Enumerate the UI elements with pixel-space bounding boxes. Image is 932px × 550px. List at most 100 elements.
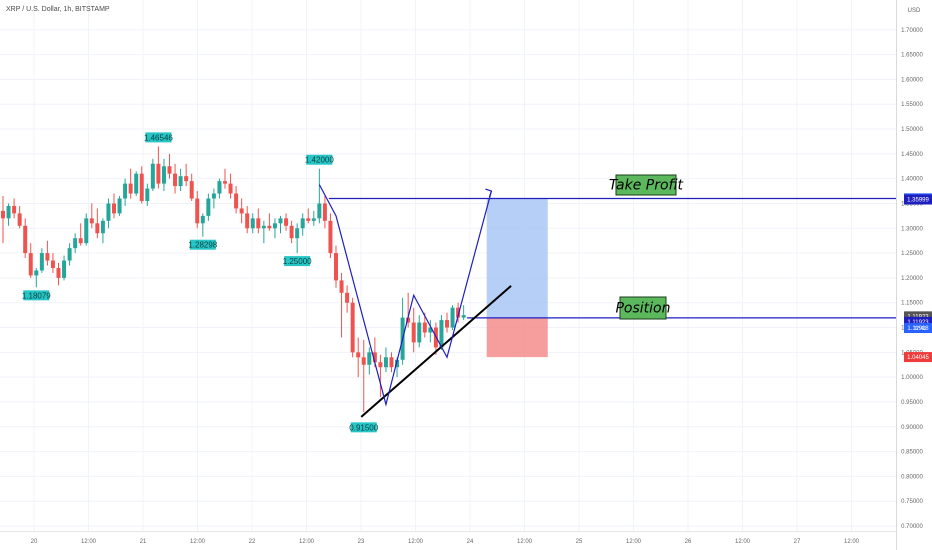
candle-body bbox=[361, 357, 366, 365]
candle-body bbox=[317, 203, 322, 219]
candle-body bbox=[89, 218, 94, 224]
drawing-tools[interactable] bbox=[318, 184, 512, 418]
price-axis-badge bbox=[904, 194, 932, 205]
candle-body bbox=[228, 183, 233, 194]
candle-body bbox=[389, 357, 394, 368]
candle-body bbox=[156, 163, 161, 184]
zigzag-arrowhead bbox=[485, 188, 493, 198]
candle-body bbox=[73, 238, 78, 249]
price-label-box bbox=[306, 154, 333, 165]
candle-body bbox=[211, 193, 216, 199]
stop-zone[interactable] bbox=[486, 317, 548, 358]
candle-body bbox=[417, 322, 422, 343]
candle-body bbox=[106, 203, 111, 221]
candle-body bbox=[45, 253, 50, 261]
candle-body bbox=[456, 307, 461, 318]
horizontal-lines[interactable] bbox=[328, 197, 896, 319]
x-tick-label: 12:00 bbox=[81, 539, 97, 545]
candle-body bbox=[378, 362, 383, 368]
x-tick-label: 23 bbox=[358, 539, 365, 545]
candle-body bbox=[123, 183, 128, 199]
candle-body bbox=[278, 218, 283, 224]
candle-body bbox=[272, 223, 277, 229]
price-label-box bbox=[145, 132, 172, 143]
candle-body bbox=[345, 292, 350, 303]
price-axis-badge-label: 1.35999 bbox=[907, 197, 929, 203]
y-tick-label: 1.70000 bbox=[901, 28, 923, 34]
candle-body bbox=[95, 223, 100, 234]
price-label: 0.91500 bbox=[349, 423, 378, 432]
candle-body bbox=[223, 181, 227, 184]
candle-body bbox=[195, 198, 200, 224]
y-tick-label: 1.00000 bbox=[901, 375, 923, 381]
price-label-box bbox=[350, 422, 377, 433]
y-tick-label: 1.45000 bbox=[901, 152, 923, 158]
candle-body bbox=[367, 352, 372, 365]
chart-title: XRP / U.S. Dollar, 1h, BITSTAMP bbox=[6, 6, 110, 13]
position-callout[interactable]: Position bbox=[615, 296, 671, 320]
price-axis-badge bbox=[904, 311, 932, 322]
candle-body bbox=[17, 213, 22, 226]
y-tick-label: 1.25000 bbox=[901, 251, 923, 257]
y-tick-label: 1.65000 bbox=[901, 53, 923, 59]
candle-body bbox=[200, 215, 205, 224]
candle-body bbox=[328, 220, 333, 254]
callout-labels[interactable]: Take Profit Position bbox=[609, 174, 684, 320]
candle-body bbox=[206, 198, 211, 216]
candle-body bbox=[239, 208, 244, 214]
candle-body bbox=[406, 317, 411, 323]
grid-lines bbox=[0, 0, 896, 531]
candle-body bbox=[145, 188, 150, 201]
candle-body bbox=[50, 260, 55, 268]
candle-body bbox=[445, 320, 449, 328]
candle-body bbox=[450, 307, 455, 328]
position-tool[interactable] bbox=[486, 198, 548, 358]
position-label: Position bbox=[615, 301, 670, 317]
candle-body bbox=[189, 181, 194, 199]
trendline[interactable] bbox=[360, 285, 512, 418]
candle-body bbox=[62, 260, 67, 278]
y-tick-label: 0.95000 bbox=[901, 400, 923, 406]
x-tick-label: 12:00 bbox=[190, 539, 206, 545]
price-axis-badges: 1.360281.359991.119231.119231.119181.040… bbox=[904, 193, 932, 363]
candle-body bbox=[350, 302, 355, 353]
currency-label: USD bbox=[908, 8, 921, 14]
candle-body bbox=[322, 203, 327, 221]
candle-body bbox=[28, 253, 33, 276]
y-tick-label: 0.70000 bbox=[901, 524, 923, 530]
y-tick-label: 0.85000 bbox=[901, 450, 923, 456]
candle-body bbox=[167, 166, 172, 174]
candle-body bbox=[261, 225, 266, 229]
x-tick-label: 12:00 bbox=[299, 539, 315, 545]
candle-body bbox=[184, 176, 189, 182]
price-label-box bbox=[23, 290, 50, 301]
candle-body bbox=[161, 166, 166, 184]
x-tick-label: 26 bbox=[685, 539, 692, 545]
candle-body bbox=[67, 248, 72, 261]
price-axis[interactable]: 0.70000 0.75000 0.80000 0.85000 0.90000 0.950… bbox=[896, 0, 924, 550]
zigzag-path[interactable] bbox=[318, 184, 492, 407]
price-label-box bbox=[189, 239, 216, 250]
take-profit-label: Take Profit bbox=[609, 178, 684, 194]
price-labels: 1.18079 1.46546 1.28298 1.25000 1.42000 0.915… bbox=[22, 132, 379, 433]
price-axis-badge-label: 1.04045 bbox=[907, 355, 929, 361]
take-profit-callout[interactable]: Take Profit bbox=[609, 174, 684, 196]
candle-body bbox=[267, 225, 272, 229]
time-axis[interactable]: 20 12:00 21 12:00 22 12:00 23 12:00 24 12:00 25 12:… bbox=[0, 531, 896, 546]
x-tick-label: 12:00 bbox=[408, 539, 424, 545]
candle-body bbox=[217, 181, 222, 194]
candle-body bbox=[356, 352, 361, 358]
candle-body bbox=[23, 225, 28, 254]
candle-body bbox=[56, 267, 61, 278]
y-tick-label: 1.30000 bbox=[901, 226, 923, 232]
price-label: 1.25000 bbox=[283, 257, 312, 266]
bar-countdown: 17:46 bbox=[914, 326, 927, 332]
price-label-box bbox=[284, 256, 311, 267]
candle-body bbox=[1, 210, 5, 219]
candle-body bbox=[334, 253, 338, 281]
x-tick-label: 20 bbox=[31, 539, 38, 545]
candle-body bbox=[34, 270, 39, 276]
candle-body bbox=[295, 228, 300, 239]
